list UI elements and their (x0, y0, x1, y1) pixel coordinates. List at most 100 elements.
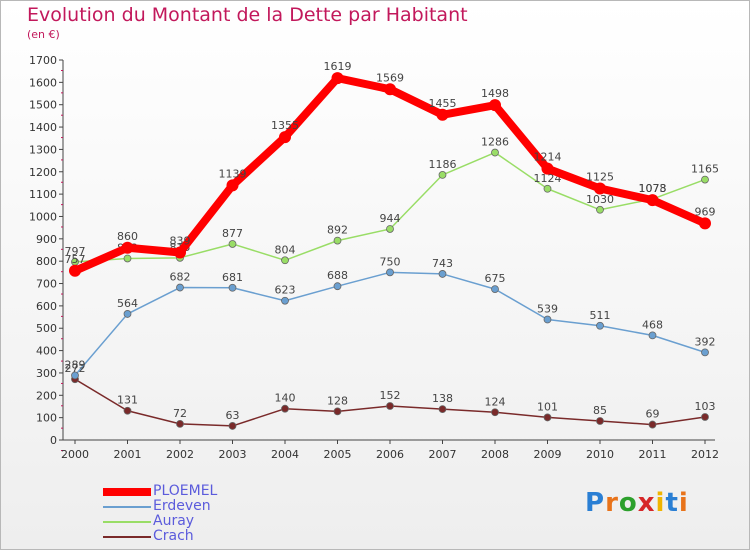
x-tick-label: 2004 (271, 448, 299, 461)
data-label-crach: 103 (695, 400, 716, 413)
data-label-ploemel: 1619 (324, 60, 352, 73)
unit-label: (en €) (27, 28, 60, 41)
data-label-erdeven: 681 (222, 271, 243, 284)
data-point-auray (228, 240, 237, 248)
data-label-crach: 85 (593, 404, 607, 417)
data-label-ploemel: 839 (170, 234, 191, 247)
data-label-auray: 1165 (691, 163, 719, 176)
legend-swatch (103, 536, 151, 538)
data-label-crach: 272 (65, 362, 86, 375)
data-label-crach: 140 (275, 392, 296, 405)
y-tick-label: 500 (36, 322, 57, 335)
data-label-erdeven: 688 (327, 269, 348, 282)
x-tick-label: 2009 (534, 448, 562, 461)
legend-swatch (103, 488, 151, 496)
data-label-auray: 892 (327, 224, 348, 237)
data-label-erdeven: 511 (590, 309, 611, 322)
proxiti-logo: Proxiti (585, 488, 689, 518)
data-label-crach: 101 (537, 400, 558, 413)
data-point-ploemel (279, 131, 291, 144)
data-label-erdeven: 675 (485, 272, 506, 285)
y-tick-label: 1400 (29, 121, 57, 134)
data-label-erdeven: 539 (537, 303, 558, 316)
y-tick-label: 1000 (29, 210, 57, 223)
data-label-crach: 131 (117, 394, 138, 407)
data-label-crach: 124 (485, 395, 506, 408)
data-point-crach (648, 420, 657, 429)
x-tick-label: 2001 (114, 448, 142, 461)
data-point-auray (491, 148, 499, 157)
data-point-crach (543, 413, 552, 422)
data-label-erdeven: 289 (65, 358, 86, 371)
data-label-auray: 1286 (481, 136, 509, 149)
data-point-ploemel (69, 264, 81, 277)
data-point-erdeven (176, 283, 184, 292)
data-point-crach (386, 402, 394, 410)
data-point-crach (701, 413, 709, 421)
data-point-erdeven (228, 283, 237, 292)
data-point-auray (123, 254, 132, 263)
y-tick-label: 600 (36, 300, 57, 313)
data-point-auray (386, 225, 394, 233)
legend-label: PLOEMEL (153, 483, 218, 499)
data-point-auray (438, 170, 447, 179)
data-label-erdeven: 623 (275, 284, 296, 297)
y-tick-label: 1200 (29, 166, 57, 179)
y-tick-label: 1300 (29, 143, 57, 156)
data-label-ploemel: 1214 (534, 151, 562, 164)
data-point-ploemel (436, 108, 449, 121)
y-tick-label: 400 (36, 345, 57, 358)
data-label-auray: 944 (380, 212, 401, 225)
x-tick-label: 2008 (481, 448, 509, 461)
data-label-erdeven: 468 (642, 318, 663, 331)
data-point-ploemel (331, 72, 344, 85)
data-point-auray (333, 236, 342, 245)
y-tick-label: 1600 (29, 76, 57, 89)
data-point-crach (281, 404, 289, 413)
data-point-erdeven (701, 348, 709, 357)
data-point-erdeven (71, 371, 79, 380)
data-point-crach (228, 422, 237, 430)
data-label-ploemel: 1498 (481, 87, 509, 100)
data-label-crach: 128 (327, 394, 348, 407)
data-label-ploemel: 1139 (219, 167, 247, 180)
data-label-auray: 1030 (586, 193, 614, 206)
legend-label: Crach (153, 528, 194, 544)
data-point-ploemel (489, 99, 501, 112)
y-tick-label: 1100 (29, 188, 57, 201)
data-point-erdeven (596, 321, 604, 330)
data-label-erdeven: 564 (117, 297, 138, 310)
y-tick-label: 900 (36, 233, 57, 246)
y-tick-label: 700 (36, 278, 57, 291)
x-tick-label: 2012 (691, 448, 719, 461)
data-label-crach: 69 (646, 408, 660, 421)
x-tick-label: 2010 (586, 448, 614, 461)
data-point-crach (491, 408, 499, 417)
data-label-ploemel: 1073 (639, 182, 667, 195)
data-point-erdeven (281, 296, 289, 305)
legend-swatch (103, 506, 151, 508)
data-point-ploemel (594, 182, 606, 195)
data-label-erdeven: 682 (170, 271, 191, 284)
y-tick-label: 800 (36, 255, 57, 268)
data-point-ploemel (646, 194, 659, 207)
data-label-crach: 152 (380, 389, 401, 402)
data-point-crach (176, 420, 184, 428)
legend-label: Erdeven (153, 498, 211, 514)
data-label-ploemel: 969 (695, 205, 716, 218)
x-tick-label: 2007 (429, 448, 457, 461)
data-label-ploemel: 1569 (376, 71, 404, 84)
series-line-erdeven (74, 271, 706, 377)
x-tick-label: 2003 (219, 448, 247, 461)
data-point-auray (701, 175, 709, 184)
x-tick-label: 2005 (324, 448, 352, 461)
data-point-erdeven (333, 282, 342, 291)
data-point-ploemel (174, 246, 186, 259)
data-label-erdeven: 392 (695, 335, 716, 348)
data-point-ploemel (121, 241, 134, 254)
x-tick-label: 2011 (639, 448, 667, 461)
data-point-erdeven (123, 310, 132, 318)
data-label-erdeven: 743 (432, 257, 453, 270)
